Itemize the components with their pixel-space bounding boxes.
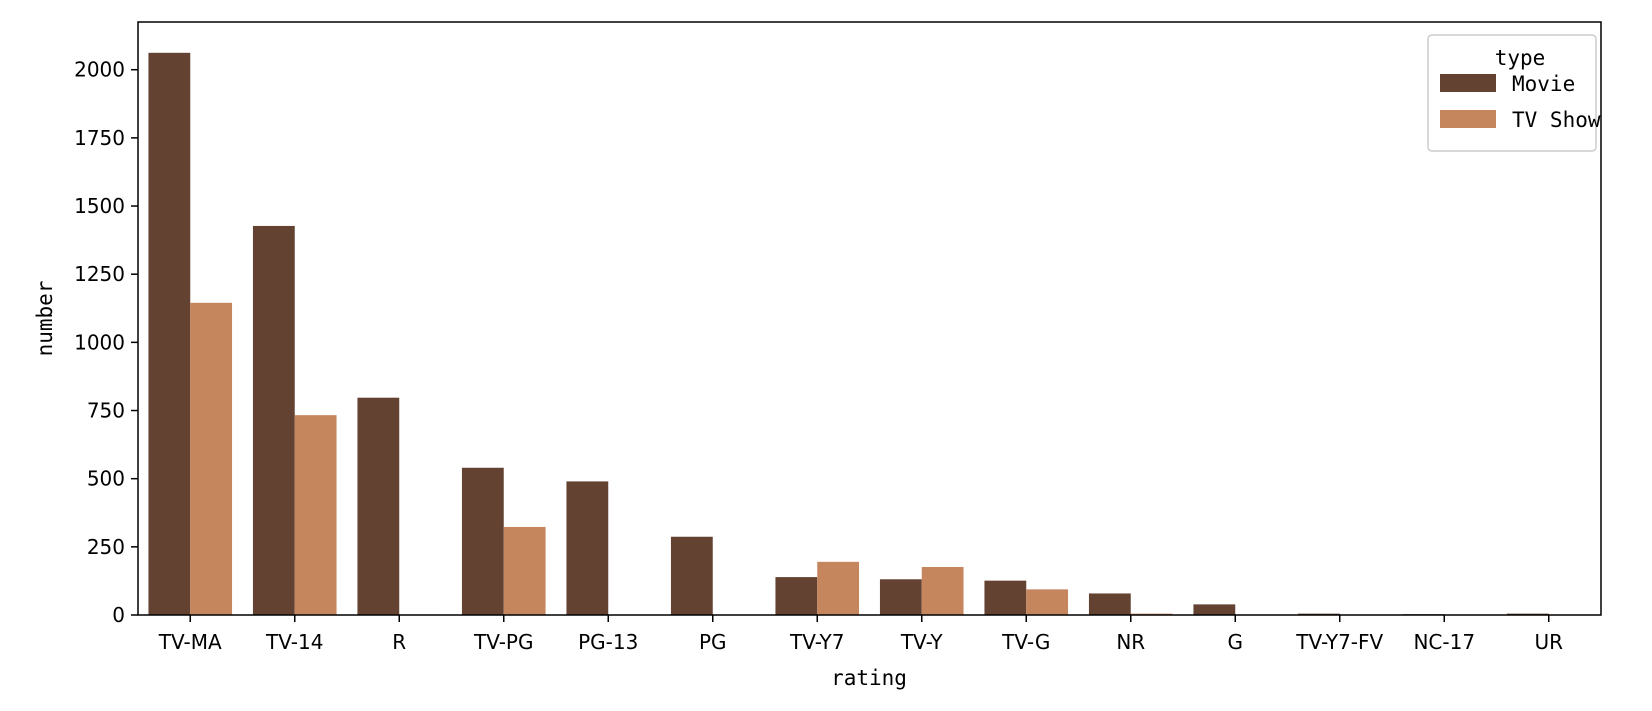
bar-movie-tv-14 <box>252 225 295 615</box>
x-tick-label: UR <box>1534 630 1563 654</box>
legend-title: type <box>1495 46 1546 70</box>
y-tick-label: 500 <box>87 467 125 491</box>
axis-ticks: TV-MA TV-14 R TV-PG PG-13 PG TV-Y7 TV-Y TV-G NR G T… <box>74 58 1563 654</box>
x-tick-label: TV-Y7 <box>789 630 845 654</box>
legend-items: Movie TV Show <box>1440 72 1601 132</box>
bar-movie-pg <box>670 536 713 615</box>
bar-movie-nr <box>1088 593 1131 615</box>
x-tick-label: TV-Y7-FV <box>1295 630 1383 654</box>
y-tick-label: 1750 <box>74 126 125 150</box>
legend-label-movie: Movie <box>1512 72 1575 96</box>
bar-tv-show-tv-14 <box>294 415 337 615</box>
y-tick-label: 750 <box>87 399 125 423</box>
bar-movie-tv-y <box>879 579 922 615</box>
plot-frame <box>137 21 1602 616</box>
y-tick-label: 1250 <box>74 262 125 286</box>
x-tick-label: NR <box>1116 630 1145 654</box>
y-tick-label: 2000 <box>74 58 125 82</box>
legend-label-tv-show: TV Show <box>1512 108 1601 132</box>
bar-tv-show-tv-g <box>1026 589 1069 615</box>
x-tick-label: G <box>1228 630 1244 654</box>
x-tick-label: PG <box>699 630 727 654</box>
y-tick-label: 250 <box>87 535 125 559</box>
legend: type Movie TV Show <box>1427 34 1601 152</box>
y-tick-label: 1000 <box>74 330 125 354</box>
x-tick-label: TV-MA <box>158 630 222 654</box>
bar-movie-tv-y7 <box>775 577 818 615</box>
x-tick-label: TV-PG <box>473 630 534 654</box>
bar-tv-show-tv-y7 <box>817 561 860 615</box>
bar-tv-show-tv-pg <box>503 526 546 615</box>
bar-tv-show-tv-y <box>921 567 964 615</box>
legend-swatch-tv-show <box>1440 110 1496 128</box>
y-tick-label: 0 <box>112 603 125 627</box>
y-tick-label: 1500 <box>74 194 125 218</box>
legend-swatch-movie <box>1440 74 1496 92</box>
x-tick-label: TV-Y <box>900 630 944 654</box>
x-tick-label: R <box>392 630 406 654</box>
bar-movie-tv-pg <box>461 467 504 615</box>
bar-movie-g <box>1193 604 1236 615</box>
bar-movie-pg-13 <box>566 481 609 615</box>
x-axis-title: rating <box>831 666 907 690</box>
x-tick-label: TV-G <box>1001 630 1050 654</box>
x-tick-label: PG-13 <box>578 630 638 654</box>
y-axis-title: number <box>33 281 57 357</box>
x-tick-label: TV-14 <box>265 630 323 654</box>
bars <box>148 52 1549 616</box>
bar-movie-tv-ma <box>148 52 191 616</box>
bar-movie-r <box>357 397 400 615</box>
bar-movie-tv-g <box>984 580 1027 615</box>
bar-tv-show-tv-ma <box>190 302 233 615</box>
x-tick-label: NC-17 <box>1413 630 1475 654</box>
